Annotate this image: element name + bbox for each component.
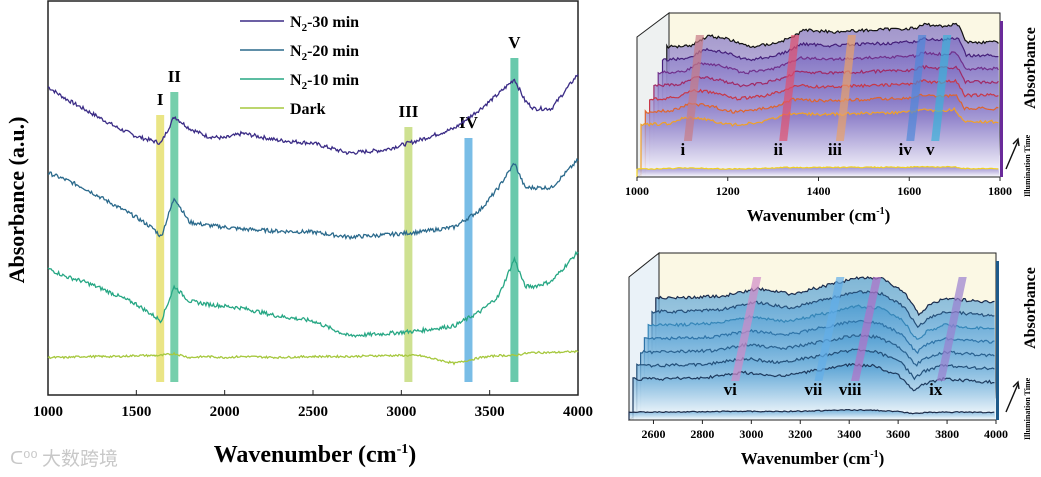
band-label: v xyxy=(926,140,935,159)
x-tick-label: 3500 xyxy=(475,404,505,420)
x-tick-label: 2800 xyxy=(690,427,714,441)
x-tick-label: 2000 xyxy=(210,404,240,420)
band-label: II xyxy=(168,67,182,86)
band-iii xyxy=(835,35,856,141)
band-I xyxy=(156,115,165,382)
band-vi xyxy=(731,277,762,381)
band-label: vii xyxy=(804,380,822,399)
band-label: iv xyxy=(899,140,913,159)
main-y-axis-label: Absorbance (a.u.) xyxy=(4,117,29,284)
band-label: I xyxy=(157,90,164,109)
x-tick-label: 4000 xyxy=(984,427,1008,441)
illumination-time-label: Illumination Time xyxy=(1023,377,1032,440)
arrow-icon xyxy=(1005,137,1020,170)
series-line-Dark xyxy=(47,349,579,366)
watermark: 大数跨境 xyxy=(42,448,118,470)
spectrum-trace xyxy=(628,408,995,420)
band-IV xyxy=(464,138,473,382)
inset-y-axis-label: Absorbance xyxy=(1022,27,1039,109)
x-tick-label: 1000 xyxy=(33,404,63,420)
inset-x-axis-label: Wavenumber (cm-1) xyxy=(741,449,885,468)
band-label: IV xyxy=(459,113,479,132)
x-tick-label: 2600 xyxy=(641,427,665,441)
main-plot-frame xyxy=(47,0,579,396)
x-tick-label: 1600 xyxy=(897,184,921,198)
x-tick-label: 4000 xyxy=(563,404,593,420)
band-II xyxy=(170,92,179,382)
arrow-icon xyxy=(1005,380,1020,413)
inset-y-axis-label: Absorbance xyxy=(1022,267,1039,349)
spectrum-trace xyxy=(636,165,999,177)
x-tick-label: 1000 xyxy=(625,184,649,198)
x-tick-label: 3000 xyxy=(739,427,763,441)
x-tick-label: 3400 xyxy=(837,427,861,441)
spectrum-trace xyxy=(661,37,999,177)
spectrum-trace xyxy=(647,304,995,420)
band-label: i xyxy=(681,140,686,159)
x-tick-label: 1200 xyxy=(716,184,740,198)
band-label: ii xyxy=(773,140,783,159)
band-label: V xyxy=(508,33,521,52)
band-iv xyxy=(906,35,927,141)
series-line-N2-30-min xyxy=(47,74,579,156)
x-tick-label: 1400 xyxy=(807,184,831,198)
trace-fill xyxy=(633,363,996,420)
band-v xyxy=(931,35,952,141)
x-tick-label: 3600 xyxy=(886,427,910,441)
spectrum-trace xyxy=(632,362,995,420)
legend-label: N2-20 min xyxy=(290,43,359,63)
illumination-time-label: Illumination Time xyxy=(1023,134,1032,197)
x-tick-label: 3000 xyxy=(386,404,416,420)
legend-label: N2-10 min xyxy=(290,72,359,92)
x-tick-label: 2500 xyxy=(298,404,328,420)
band-V xyxy=(510,58,519,382)
x-tick-label: 1800 xyxy=(988,184,1012,198)
band-viii xyxy=(851,277,882,381)
band-ix xyxy=(936,277,967,381)
spectrum-trace xyxy=(666,22,999,177)
band-i xyxy=(683,35,704,141)
spectrum-trace xyxy=(636,348,995,420)
series-line-N2-20-min xyxy=(47,157,579,241)
x-tick-label: 1500 xyxy=(121,404,151,420)
band-ii xyxy=(779,35,800,141)
series-line-N2-10-min xyxy=(47,250,579,338)
watermark-logo: ᑕ⁰⁰ xyxy=(10,448,38,469)
inset-bottom-chart: vi vii viii ix 2600 2800 3000 3200 3400 3600 3800 4… xyxy=(628,251,1039,468)
band-III xyxy=(404,127,413,382)
band-label: vi xyxy=(724,380,738,399)
spectrum-trace xyxy=(643,319,995,420)
legend-label: N2-30 min xyxy=(290,14,359,34)
band-label: ix xyxy=(929,380,943,399)
legend-label: Dark xyxy=(290,101,326,118)
inset-x-axis-label: Wavenumber (cm-1) xyxy=(747,206,891,225)
spectrum-trace xyxy=(651,290,995,420)
spectrum-trace xyxy=(640,333,995,420)
x-tick-label: 3200 xyxy=(788,427,812,441)
band-label: III xyxy=(398,102,418,121)
x-tick-label: 3800 xyxy=(935,427,959,441)
main-x-axis-label: Wavenumber (cm-1) xyxy=(214,442,417,468)
band-vii xyxy=(814,277,845,381)
band-label: iii xyxy=(828,140,842,159)
spectrum-trace xyxy=(655,275,995,420)
inset-color-edge xyxy=(1000,21,1003,177)
band-label: viii xyxy=(839,380,862,399)
inset-color-edge xyxy=(996,261,999,420)
legend: N2-30 min N2-20 min N2-10 min Dark xyxy=(240,14,359,118)
